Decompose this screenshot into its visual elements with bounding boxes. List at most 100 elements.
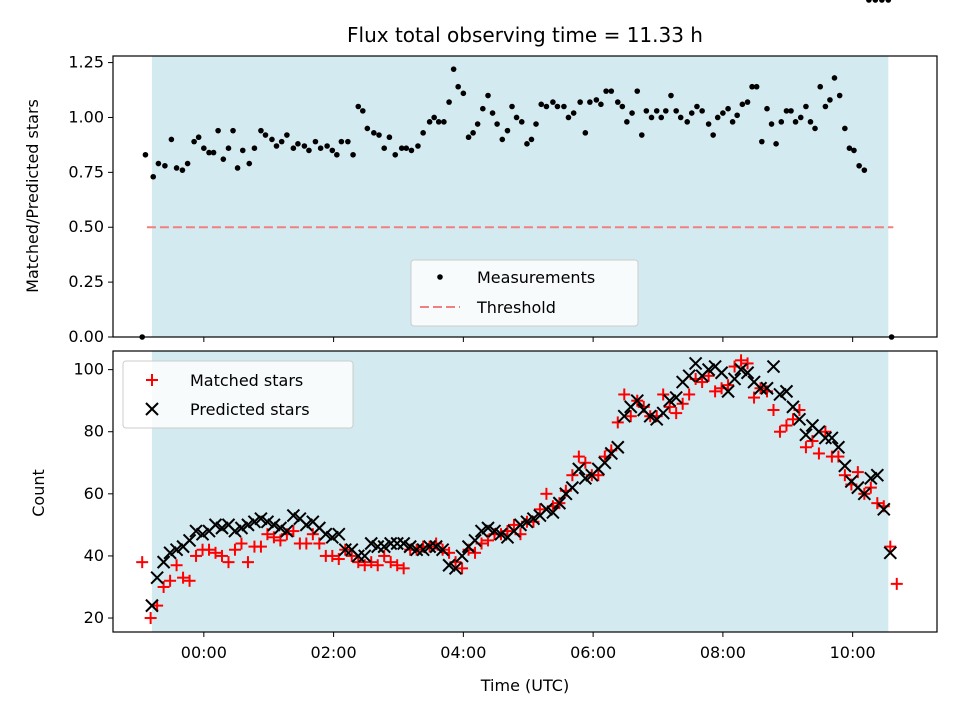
measurement-point [386,134,393,141]
top-axes-frame [112,55,938,338]
predicted-star-mark [714,366,729,380]
predicted-star-mark [247,515,262,529]
predicted-star-mark [572,462,586,476]
predicted-star-point [247,515,262,529]
predicted-star-mark [682,369,696,383]
predicted-star-mark [773,387,787,402]
predicted-star-point [721,384,735,399]
predicted-star-mark [396,536,411,551]
measurement-point [720,110,726,116]
predicted-star-mark [708,359,722,374]
predicted-star-point [799,428,813,442]
predicted-star-point [234,521,249,535]
predicted-star-point [442,558,456,572]
predicted-star-mark [273,521,288,535]
y-tick-label: 80 [84,422,104,441]
measurement-point [317,145,324,152]
predicted-star-point [195,527,210,541]
measurement-point [474,121,481,127]
predicted-star-mark [877,502,891,517]
measurement-point [455,83,461,90]
matched-star-point [735,354,748,367]
predicted-star-point [857,487,872,501]
predicted-star-point [260,515,275,529]
predicted-star-point [448,561,463,576]
predicted-star-mark [319,527,333,541]
predicted-star-mark [163,546,177,560]
predicted-star-mark [487,524,502,538]
matched-star-point [773,425,786,438]
measurement-point [598,101,604,108]
predicted-star-point [818,431,833,445]
measurement-point [851,147,857,154]
predicted-star-point [286,508,301,523]
x-tick-label: 00:00 [181,643,227,662]
predicted-star-mark [656,406,670,420]
measurement-point [528,136,535,143]
y-tick-label: 20 [84,608,104,627]
predicted-star-mark [455,549,469,563]
measurement-point [359,108,366,114]
measurement-point [480,105,486,112]
measurement-point [577,99,583,105]
measurement-point [634,88,641,94]
measurement-point [587,99,593,105]
matched-legend-marker [146,374,158,386]
y-tick-label: 1.25 [68,53,104,72]
predicted-star-mark [390,536,404,551]
predicted-star-point [319,527,333,541]
x-tick-label: 08:00 [700,643,746,662]
predicted-star-mark [306,515,320,529]
measurement-point [629,110,635,116]
measurement-point [792,119,799,125]
predicted-star-point [325,530,340,545]
predicted-star-point [422,539,437,554]
measurement-point [725,105,731,112]
measurement-point [450,66,457,72]
measurement-point [554,103,561,110]
matched-star-point [871,497,884,510]
measurement-point [215,127,221,134]
measurement-point [565,114,572,121]
measurement-point [206,149,212,156]
measurement-point [694,103,700,110]
measurement-point [173,165,180,171]
matched-star-point [819,425,832,438]
predicted-star-point [267,518,281,532]
predicted-star-point [656,406,670,420]
matched-star-point [391,559,404,572]
measurement-point [764,105,770,112]
measurement-point [408,147,415,154]
measurement-point [624,119,630,125]
predicted-star-point [182,533,197,548]
measurement-point [334,151,340,158]
measurement-point [201,145,207,152]
measurement-point [494,121,500,127]
predicted-star-point [228,524,242,538]
predicted-star-point [429,539,443,554]
predicted-star-point [753,381,768,395]
measurement-point [778,119,785,125]
x-axis: 00:00 02:00 04:00 06:00 08:00 10:00 [181,632,876,662]
measurement-point [561,103,567,110]
measurement-point [470,130,476,136]
predicted-star-point [163,546,177,560]
measurement-point [220,156,227,162]
predicted-star-point [831,440,846,454]
top-panel: 0.00 0.25 0.50 0.75 1.00 1.25 Matched/Predict… [23,0,938,346]
predicted-star-mark [286,508,301,523]
matched-star-point [540,487,553,500]
matched-star-point [799,441,812,454]
matched-star-point [696,376,709,389]
matched-star-point [456,562,469,575]
predicted-star-point [630,393,644,408]
predicted-star-point [435,543,450,557]
chart-title: Flux total observing time = 11.33 h [347,23,703,47]
measurement-point [822,103,829,110]
measurement-point [729,119,736,125]
measurement-point [284,132,290,138]
predicted-star-point [643,409,657,423]
measurement-point [653,108,660,114]
x-tick-label: 10:00 [830,643,876,662]
measurement-point [753,83,760,90]
